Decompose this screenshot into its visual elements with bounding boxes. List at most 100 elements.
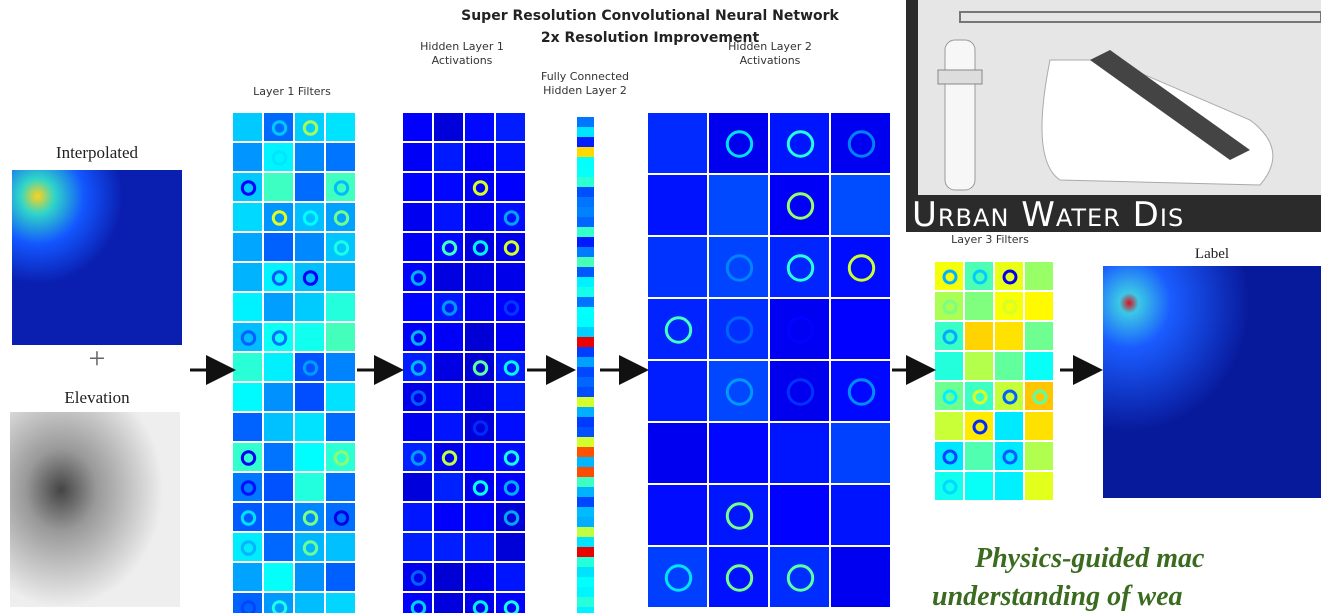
- cell: [403, 473, 432, 501]
- cell: [709, 113, 768, 173]
- cell: [465, 473, 494, 501]
- cell: [295, 593, 324, 613]
- cell: [264, 173, 293, 201]
- cell: [326, 143, 355, 171]
- fc-unit: [577, 387, 594, 397]
- fc-unit: [577, 477, 594, 487]
- cell: [496, 293, 525, 321]
- input-label: Interpolated: [56, 143, 139, 162]
- cell: [496, 443, 525, 471]
- cell: [434, 113, 463, 141]
- cell: [496, 263, 525, 291]
- cell: [403, 293, 432, 321]
- cell: [465, 203, 494, 231]
- cell: [434, 143, 463, 171]
- fc-unit: [577, 277, 594, 287]
- banner-image: Urban Water Dis: [906, 0, 1321, 235]
- pipe-column: [945, 40, 975, 190]
- cell: [465, 233, 494, 261]
- cell: [434, 203, 463, 231]
- cell: [403, 383, 432, 411]
- cell: [326, 443, 355, 471]
- fc-unit: [577, 397, 594, 407]
- cell: [995, 322, 1023, 350]
- cell: [770, 175, 829, 235]
- cell: [995, 352, 1023, 380]
- cell: [995, 442, 1023, 470]
- cell: [326, 173, 355, 201]
- cell: [831, 299, 890, 359]
- cell: [295, 143, 324, 171]
- caption: Physics-guided mac: [974, 543, 1205, 574]
- cell: [295, 473, 324, 501]
- cell: [233, 173, 262, 201]
- cell: [434, 353, 463, 381]
- fc-unit: [577, 577, 594, 587]
- cell: [709, 547, 768, 607]
- cell: [434, 413, 463, 441]
- cell: [295, 533, 324, 561]
- cell: [709, 361, 768, 421]
- cell: [831, 175, 890, 235]
- cell: [264, 473, 293, 501]
- cell: [295, 233, 324, 261]
- cell: [770, 361, 829, 421]
- cell: [326, 263, 355, 291]
- cell: [496, 233, 525, 261]
- cell: [1025, 292, 1053, 320]
- cell: [326, 233, 355, 261]
- cell: [709, 237, 768, 297]
- fc-unit: [577, 167, 594, 177]
- cell: [831, 547, 890, 607]
- layer-label: Hidden Layer 1: [420, 40, 504, 53]
- subtitle: 2x Resolution Improvement: [541, 30, 760, 46]
- cell: [295, 323, 324, 351]
- cell: [831, 113, 890, 173]
- fc-unit: [577, 507, 594, 517]
- cell: [831, 361, 890, 421]
- cell: [496, 353, 525, 381]
- cell: [995, 412, 1023, 440]
- cell: [295, 383, 324, 411]
- cell: [465, 503, 494, 531]
- fc-unit: [577, 357, 594, 367]
- cell: [935, 352, 963, 380]
- cell: [326, 413, 355, 441]
- pipe-ring: [938, 70, 982, 84]
- cell: [326, 533, 355, 561]
- cell: [326, 323, 355, 351]
- cell: [434, 233, 463, 261]
- layer-label: Label: [1195, 246, 1229, 262]
- cell: [965, 382, 993, 410]
- fc-unit: [577, 437, 594, 447]
- cell: [465, 263, 494, 291]
- heatmap: [12, 170, 182, 345]
- cell: [403, 113, 432, 141]
- cell: [233, 143, 262, 171]
- cell: [935, 472, 963, 500]
- banner-text: Urban Water Dis: [912, 195, 1184, 235]
- cell: [434, 503, 463, 531]
- layer-label: Hidden Layer 2: [728, 40, 812, 53]
- cell: [233, 233, 262, 261]
- fc-unit: [577, 547, 594, 557]
- fc-unit: [577, 487, 594, 497]
- cell: [496, 563, 525, 591]
- cell: [935, 442, 963, 470]
- cell: [770, 485, 829, 545]
- cell: [403, 203, 432, 231]
- cell: [648, 423, 707, 483]
- fc-unit: [577, 407, 594, 417]
- cell: [264, 413, 293, 441]
- cell: [1025, 442, 1053, 470]
- cell: [995, 292, 1023, 320]
- fc-unit: [577, 197, 594, 207]
- cell: [264, 203, 293, 231]
- cell: [403, 173, 432, 201]
- fc-unit: [577, 237, 594, 247]
- cell: [648, 113, 707, 173]
- cell: [709, 423, 768, 483]
- cell: [403, 503, 432, 531]
- cell: [233, 383, 262, 411]
- cell: [233, 203, 262, 231]
